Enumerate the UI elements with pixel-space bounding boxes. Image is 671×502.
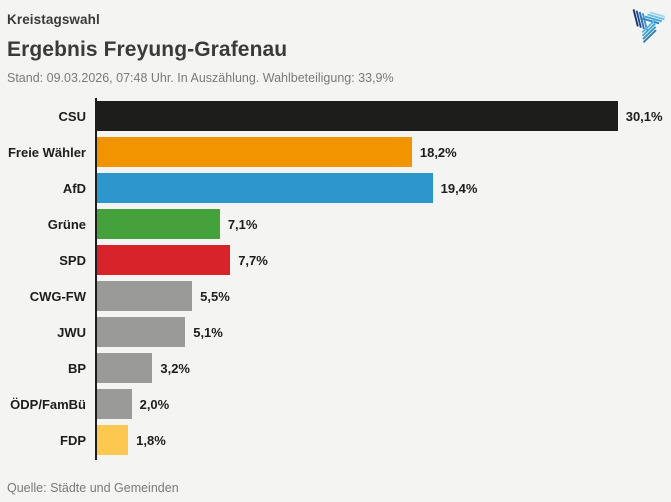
category-label: SPD: [59, 252, 86, 268]
bar: [97, 425, 129, 455]
bar: [97, 317, 186, 347]
kicker: Kreistagswahl: [7, 12, 100, 27]
category-label: ÖDP/FamBü: [10, 396, 86, 412]
bar-rows-container: CSU 30,1% Freie Wähler 18,2% AfD 19,4% Grüne 7,…: [7, 101, 663, 455]
category-label: FDP: [60, 432, 86, 448]
source-credit: Quelle: Städte und Gemeinden: [7, 481, 179, 495]
category-label: Grüne: [47, 216, 86, 232]
status-line: Stand: 09.03.2026, 07:48 Uhr. In Auszähl…: [7, 71, 394, 85]
value-label: 19,4%: [440, 180, 478, 196]
bar-row: BP 3,2%: [7, 353, 663, 383]
bar: [97, 281, 193, 311]
y-axis-line: [95, 98, 97, 460]
publisher-logo: [632, 9, 665, 43]
page-title: Ergebnis Freyung-Grafenau: [7, 38, 288, 61]
value-label: 5,5%: [200, 288, 230, 304]
bar-chart: CSU 30,1% Freie Wähler 18,2% AfD 19,4% Grüne 7,…: [7, 98, 663, 460]
value-label: 1,8%: [136, 432, 166, 448]
bar: [97, 101, 618, 131]
bar: [97, 245, 231, 275]
bar-row: Grüne 7,1%: [7, 209, 663, 239]
category-label: JWU: [57, 324, 86, 340]
bar-row: CWG-FW 5,5%: [7, 281, 663, 311]
bar-row: Freie Wähler 18,2%: [7, 137, 663, 167]
category-label: BP: [67, 360, 86, 376]
value-label: 18,2%: [419, 144, 457, 160]
value-label: 3,2%: [160, 360, 190, 376]
bar-row: FDP 1,8%: [7, 425, 663, 455]
bar-row: ÖDP/FamBü 2,0%: [7, 389, 663, 419]
category-label: Freie Wähler: [7, 144, 86, 160]
bar: [97, 353, 153, 383]
bar: [97, 209, 220, 239]
value-label: 7,1%: [227, 216, 258, 232]
category-label: CWG-FW: [29, 288, 86, 304]
bar-row: SPD 7,7%: [7, 245, 663, 275]
value-label: 5,1%: [193, 324, 223, 340]
bar-row: AfD 19,4%: [7, 173, 663, 203]
value-label: 30,1%: [625, 108, 663, 124]
bar-row: CSU 30,1%: [7, 101, 663, 131]
bar-row: JWU 5,1%: [7, 317, 663, 347]
category-label: AfD: [62, 180, 86, 196]
bar: [97, 389, 132, 419]
value-label: 2,0%: [139, 396, 170, 412]
bar: [97, 173, 433, 203]
value-label: 7,7%: [238, 252, 268, 268]
bar: [97, 137, 412, 167]
category-label: CSU: [58, 108, 86, 124]
